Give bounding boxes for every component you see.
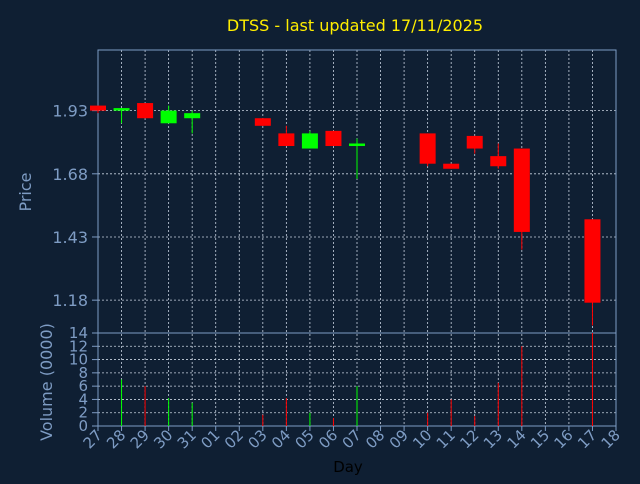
- grid-lines: [97, 50, 617, 427]
- day-tick-label: 08: [362, 426, 388, 452]
- day-tick-label: 09: [386, 426, 412, 452]
- day-tick-label: 16: [551, 426, 577, 452]
- day-tick-label: 18: [598, 426, 624, 452]
- volume-tick-label: 10: [69, 351, 88, 369]
- volume-tick-label: 4: [78, 390, 88, 408]
- candle-body: [160, 110, 177, 124]
- candle-body: [137, 103, 154, 119]
- volume-tick-label: 2: [78, 404, 88, 422]
- candle-body: [325, 130, 342, 147]
- candle-body: [278, 133, 295, 147]
- day-axis-label: Day: [333, 458, 363, 476]
- volume-tick-label: 12: [69, 337, 88, 355]
- candle-body: [513, 148, 530, 232]
- candle-body: [490, 156, 507, 167]
- price-tick-label: 1.93: [52, 102, 88, 121]
- price-axis-label: Price: [16, 172, 35, 211]
- day-tick-label: 07: [339, 426, 365, 452]
- volume-tick-label: 8: [78, 364, 88, 382]
- candle-body: [349, 143, 365, 147]
- price-tick-label: 1.43: [52, 228, 88, 247]
- day-tick-label: 31: [174, 426, 200, 452]
- price-tick-label: 1.18: [52, 291, 88, 310]
- candle-body: [113, 108, 130, 111]
- candle-body: [443, 163, 460, 169]
- candle-body: [254, 118, 271, 126]
- day-tick-label: 02: [221, 426, 247, 452]
- day-tick-label: 13: [480, 426, 506, 452]
- candle-body: [584, 219, 601, 303]
- day-tick-label: 05: [292, 426, 318, 452]
- day-tick-label: 06: [315, 426, 341, 452]
- day-tick-label: 04: [268, 426, 294, 452]
- day-tick-label: 10: [409, 426, 435, 452]
- volume-tick-label: 0: [78, 417, 88, 435]
- day-tick-label: 03: [244, 426, 270, 452]
- candle-body: [301, 133, 318, 149]
- candle-body: [90, 105, 106, 111]
- day-tick-label: 17: [574, 426, 600, 452]
- day-tick-label: 28: [103, 426, 129, 452]
- day-tick-label: 30: [150, 426, 176, 452]
- day-tick-label: 15: [527, 426, 553, 452]
- day-tick-label: 11: [433, 426, 459, 452]
- candle-body: [419, 133, 436, 164]
- candle-body: [184, 113, 201, 119]
- volume-tick-label: 14: [69, 324, 88, 342]
- day-tick-label: 29: [127, 426, 153, 452]
- chart-title: DTSS - last updated 17/11/2025: [227, 16, 483, 35]
- day-tick-label: 14: [503, 426, 529, 452]
- candle-body: [466, 135, 483, 149]
- volume-tick-label: 6: [78, 377, 88, 395]
- day-tick-label: 01: [197, 426, 223, 452]
- volume-axis-label: Volume (0000): [37, 323, 56, 441]
- day-tick-label: 12: [456, 426, 482, 452]
- price-tick-label: 1.68: [52, 165, 88, 184]
